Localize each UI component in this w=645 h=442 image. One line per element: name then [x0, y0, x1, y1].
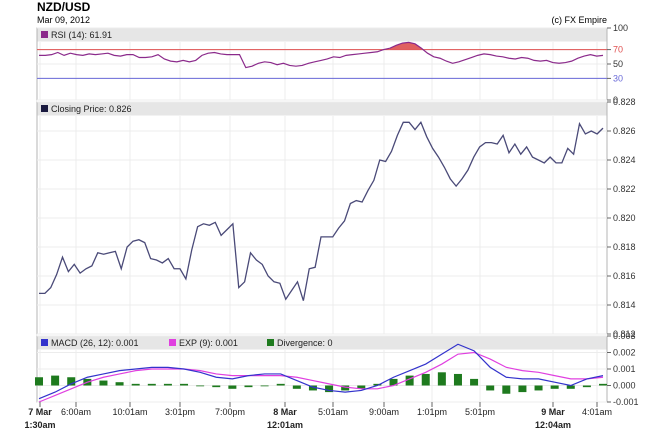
- y-tick-label: 0.822: [613, 184, 636, 194]
- x-tick-label: 4:01am: [582, 407, 612, 417]
- legend-swatch-macd: [41, 339, 48, 346]
- divergence-bar: [566, 385, 575, 389]
- y-tick-label: 0.003: [613, 331, 636, 341]
- y-tick-label: 0.000: [613, 381, 636, 391]
- y-tick-label: 0.824: [613, 155, 636, 165]
- divergence-bar: [228, 385, 237, 389]
- y-tick-label: 0: [613, 95, 618, 105]
- divergence-bar: [389, 378, 398, 386]
- legend-swatch-rsi: [41, 31, 48, 38]
- legend-swatch-exp: [169, 339, 176, 346]
- legend-bar: [37, 102, 607, 116]
- x-tick-label: 7 Mar: [28, 407, 52, 417]
- divergence-bar: [163, 383, 172, 386]
- divergence-bar: [212, 385, 221, 388]
- legend-exp: EXP (9): 0.001: [179, 338, 238, 348]
- x-tick-label: 12:04am: [535, 420, 571, 430]
- divergence-bar: [518, 385, 527, 393]
- divergence-bar: [99, 380, 108, 386]
- divergence-bar: [308, 385, 317, 391]
- legend-swatch-divergence: [267, 339, 274, 346]
- x-tick-label: 8 Mar: [273, 407, 297, 417]
- x-tick-label: 1:30am: [24, 420, 55, 430]
- divergence-bar: [51, 375, 60, 386]
- x-tick-label: 7:00pm: [215, 407, 245, 417]
- x-tick-label: 3:01pm: [165, 407, 195, 417]
- rsi-overbought-fill: [389, 42, 422, 50]
- divergence-bar: [292, 385, 301, 389]
- legend-rsi: RSI (14): 61.91: [51, 30, 112, 40]
- divergence-bar: [341, 385, 350, 391]
- x-tick-label: 10:01am: [112, 407, 147, 417]
- y-tick-label: -0.001: [613, 397, 639, 407]
- exp-signal-line: [38, 351, 604, 403]
- x-tick-label: 9 Mar: [541, 407, 565, 417]
- copyright-notice: (c) FX Empire: [551, 15, 607, 25]
- divergence-bar: [437, 372, 446, 386]
- divergence-bar: [534, 385, 543, 391]
- divergence-bar: [131, 383, 140, 386]
- y-tick-label: 0.002: [613, 348, 636, 358]
- divergence-bar: [502, 385, 511, 394]
- divergence-bar: [115, 382, 124, 386]
- y-tick-label: 0.820: [613, 213, 636, 223]
- divergence-bar: [470, 378, 479, 386]
- divergence-bar: [244, 385, 253, 388]
- divergence-bar: [599, 383, 607, 386]
- y-tick-label: 50: [613, 59, 623, 69]
- divergence-bar: [582, 385, 591, 388]
- legend-swatch-price: [41, 105, 48, 112]
- divergence-bar: [260, 385, 269, 387]
- x-tick-label: 9:00am: [369, 407, 399, 417]
- y-tick-label: 0.828: [613, 97, 636, 107]
- divergence-bar: [550, 385, 559, 389]
- divergence-bar: [180, 383, 189, 386]
- y-tick-label: 70: [613, 45, 623, 55]
- x-tick-label: 5:01pm: [465, 407, 495, 417]
- y-tick-label: 0.826: [613, 126, 636, 136]
- chart-title: NZD/USD: [37, 0, 91, 14]
- y-tick-label: 30: [613, 73, 623, 83]
- x-tick-label: 5:01am: [318, 407, 348, 417]
- legend-bar: [37, 28, 607, 42]
- y-tick-label: 0.814: [613, 300, 636, 310]
- divergence-bar: [453, 373, 462, 386]
- divergence-bar: [357, 385, 366, 389]
- y-tick-label: 100: [613, 23, 628, 33]
- y-tick-label: 0.816: [613, 271, 636, 281]
- divergence-bar: [373, 383, 382, 386]
- divergence-bar: [486, 385, 495, 391]
- macd-line: [38, 343, 604, 400]
- x-tick-label: 6:00am: [61, 407, 91, 417]
- divergence-bar: [67, 377, 76, 386]
- divergence-bar: [405, 375, 414, 386]
- closing-price-line: [39, 121, 604, 301]
- divergence-bar: [196, 385, 205, 387]
- y-tick-label: 0.812: [613, 329, 636, 339]
- divergence-bar: [325, 385, 334, 393]
- divergence-bar: [276, 383, 285, 386]
- x-tick-label: 12:01am: [267, 420, 303, 430]
- divergence-bar: [35, 377, 43, 386]
- divergence-bar: [147, 383, 156, 386]
- y-tick-label: 0.818: [613, 242, 636, 252]
- legend-price: Closing Price: 0.826: [51, 104, 132, 114]
- y-tick-label: 0.001: [613, 364, 636, 374]
- legend-divergence: Divergence: 0: [277, 338, 333, 348]
- chart-date: Mar 09, 2012: [37, 15, 91, 25]
- divergence-bar: [421, 373, 430, 386]
- rsi-line: [39, 41, 604, 69]
- x-tick-label: 1:01pm: [417, 407, 447, 417]
- legend-macd: MACD (26, 12): 0.001: [51, 338, 139, 348]
